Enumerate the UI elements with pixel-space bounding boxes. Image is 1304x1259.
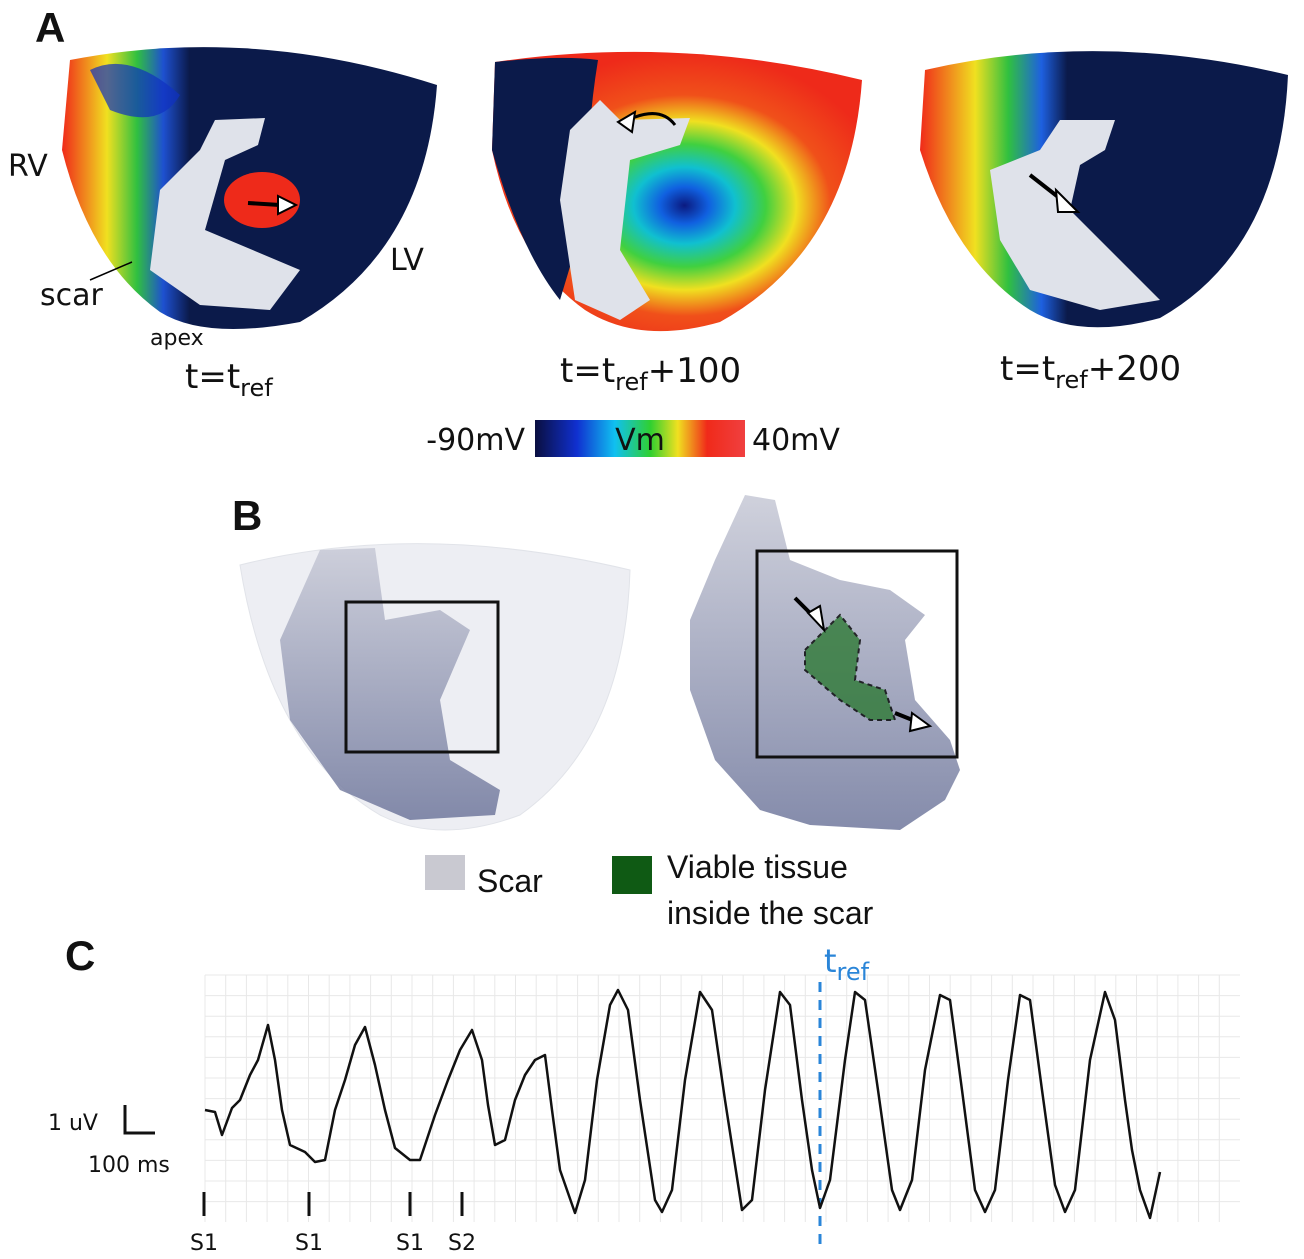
subscript: ref	[615, 368, 648, 396]
legend-swatch	[612, 856, 652, 894]
stimuli: S1 S1 S1 S2	[190, 1192, 476, 1256]
legend-label: Scar	[477, 863, 543, 899]
colorbar-title: Vm	[615, 423, 665, 458]
subscript: ref	[240, 374, 273, 402]
panel-label: B	[232, 492, 262, 539]
panel-label: A	[35, 4, 65, 51]
colorbar	[535, 420, 745, 457]
stimulus-label: S2	[448, 1231, 476, 1256]
snapshot-time: t=tref	[185, 357, 273, 402]
legend-swatch	[425, 855, 465, 890]
legend-label: Viable tissue	[667, 849, 848, 885]
heart	[920, 51, 1288, 328]
prefix: t=t	[1000, 349, 1055, 389]
heart	[62, 47, 437, 330]
marker-text: t	[824, 942, 837, 980]
panel-label: C	[65, 932, 95, 979]
stimulus-label: S1	[190, 1231, 218, 1256]
prefix: t=t	[185, 357, 240, 397]
legend-label: inside the scar	[667, 895, 874, 931]
scar-rendering	[239, 495, 960, 831]
stimulus-label: S1	[396, 1231, 424, 1256]
prefix: t=t	[560, 351, 615, 391]
label-scar: scar	[40, 278, 104, 313]
heart	[492, 51, 862, 332]
label-rv: RV	[8, 149, 48, 184]
subscript: ref	[1055, 366, 1088, 394]
colorbar-max: 40mV	[752, 423, 840, 458]
ecg-grid	[204, 974, 1240, 1222]
snapshot-time: t=tref+200	[1000, 349, 1181, 394]
stimulus-label: S1	[295, 1231, 323, 1256]
ecg-trace	[204, 988, 1162, 1220]
scale-horizontal: 100 ms	[88, 1153, 170, 1178]
scale-vertical: 1 uV	[48, 1111, 98, 1136]
colorbar-min: -90mV	[426, 423, 525, 458]
suffix: +100	[648, 351, 741, 391]
reference-label: tref	[824, 942, 870, 986]
snapshot-time: t=tref+100	[560, 351, 741, 396]
label-lv: LV	[390, 243, 424, 278]
label-apex: apex	[150, 326, 204, 351]
suffix: +200	[1088, 349, 1181, 389]
marker-subscript: ref	[837, 958, 870, 986]
scale-bar	[123, 1105, 155, 1135]
